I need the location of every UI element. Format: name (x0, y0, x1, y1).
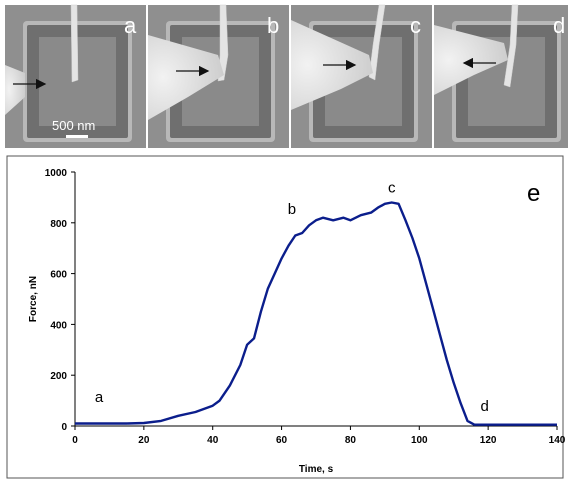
force-curve (75, 201, 557, 426)
nanowire (217, 4, 229, 82)
curve-point-label-c: c (388, 179, 396, 196)
sem-panel-label: d (553, 13, 565, 38)
y-tick-label: 200 (50, 371, 67, 382)
probe-tip (5, 65, 25, 115)
force-time-chart: 0 20 40 60 80 100 120 140 0 200 400 600 800 1000 Tim… (28, 168, 566, 475)
y-tick-label: 1000 (45, 168, 68, 179)
x-tick-label: 0 (72, 435, 78, 446)
scale-bar-label: 500 nm (52, 118, 95, 133)
x-tick-label: 120 (480, 435, 497, 446)
sem-panel-label: a (124, 13, 137, 38)
y-axis-title: Force, nN (28, 276, 39, 322)
curve-annotations: a b c d (95, 179, 489, 414)
panel-label-e: e (527, 180, 540, 207)
y-tick-label: 0 (61, 422, 67, 433)
y-tick-label: 400 (50, 320, 67, 331)
nanowire (368, 4, 386, 81)
sem-image-strip: a 500 nm b c d (5, 4, 568, 148)
probe-tip (148, 35, 224, 120)
sem-panel-c: c (291, 4, 432, 148)
x-tick-label: 140 (549, 435, 566, 446)
x-tick-label: 100 (411, 435, 428, 446)
x-tick-label: 80 (345, 435, 357, 446)
sem-panel-d: d (434, 4, 568, 148)
nanowire (503, 4, 519, 88)
sem-panel-a: a 500 nm (5, 4, 146, 148)
x-tick-label: 20 (138, 435, 150, 446)
nanowire (70, 4, 79, 83)
y-ticks: 0 200 400 600 800 1000 (45, 168, 75, 433)
curve-point-label-a: a (95, 389, 104, 406)
sem-panel-label: c (410, 13, 421, 38)
scale-bar (66, 135, 88, 138)
sem-panel-label: b (267, 13, 279, 38)
chart-frame (6, 155, 564, 479)
sem-panel-b: b (148, 4, 289, 148)
curve-point-label-d: d (481, 398, 489, 415)
x-tick-label: 60 (276, 435, 288, 446)
y-tick-label: 600 (50, 270, 67, 281)
x-axis-title: Time, s (299, 464, 334, 475)
x-tick-label: 40 (207, 435, 219, 446)
y-tick-label: 800 (50, 219, 67, 230)
x-ticks: 0 20 40 60 80 100 120 140 (72, 426, 566, 446)
curve-point-label-b: b (288, 201, 296, 218)
